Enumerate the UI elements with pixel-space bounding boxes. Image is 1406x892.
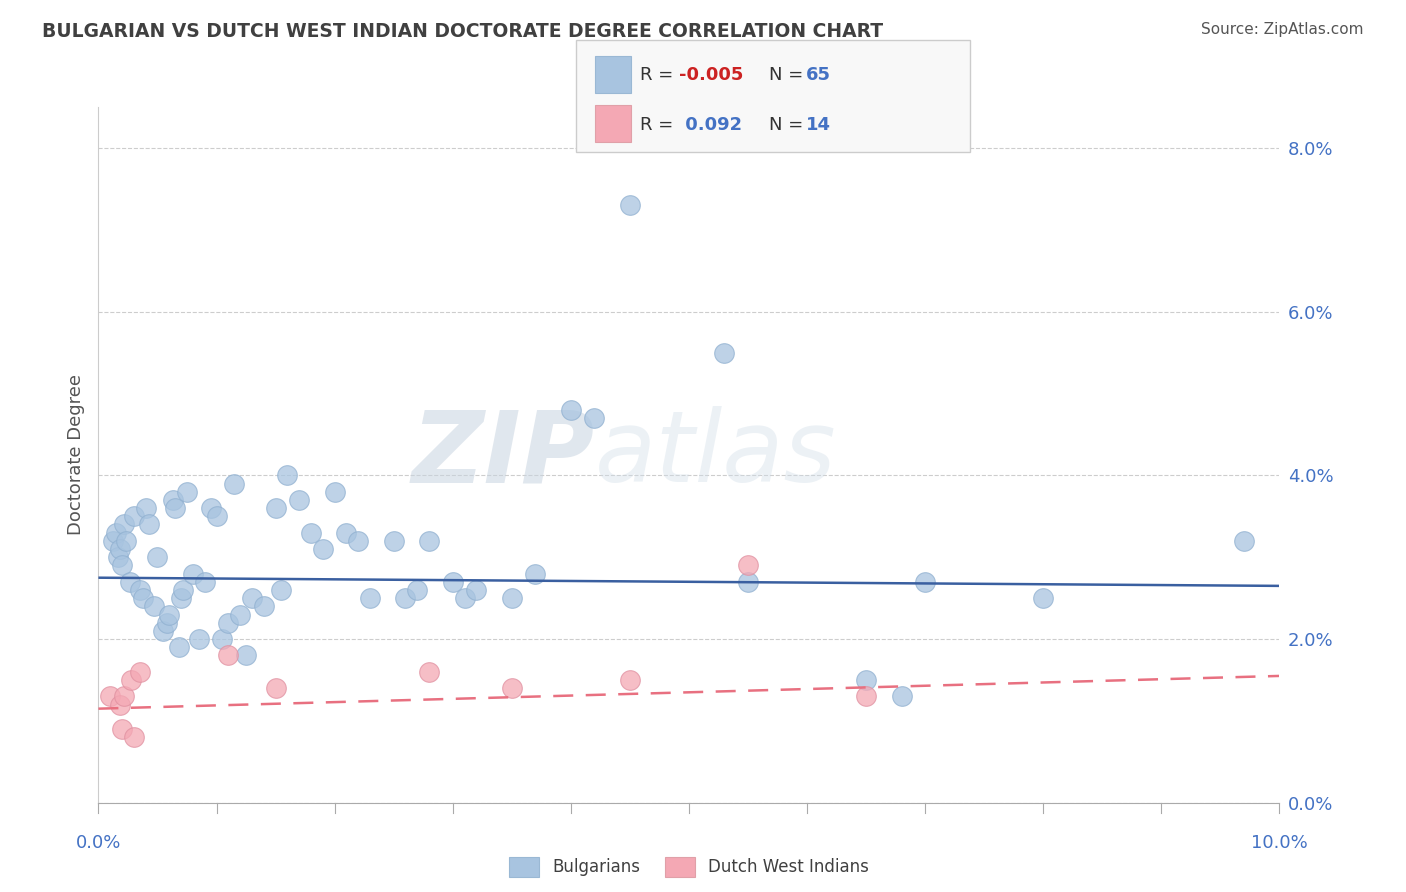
Text: atlas: atlas — [595, 407, 837, 503]
Point — [98, 690, 121, 704]
Point — [1233, 533, 1256, 548]
Point — [187, 632, 209, 646]
Point — [167, 640, 190, 655]
Point — [108, 698, 131, 712]
Point — [560, 403, 582, 417]
Point — [406, 582, 429, 597]
Point — [122, 509, 145, 524]
Point — [152, 624, 174, 638]
Text: 0.092: 0.092 — [679, 116, 742, 134]
Point — [382, 533, 405, 548]
Point — [235, 648, 257, 663]
Point — [157, 607, 180, 622]
Point — [170, 591, 193, 606]
Point — [240, 591, 263, 606]
Point — [276, 468, 298, 483]
Point — [128, 665, 150, 679]
Point — [264, 501, 287, 516]
Point — [890, 690, 912, 704]
Point — [1032, 591, 1054, 606]
Point — [418, 665, 440, 679]
Point — [165, 501, 187, 516]
Point — [323, 484, 346, 499]
Point — [524, 566, 547, 581]
Point — [111, 558, 134, 573]
Text: Source: ZipAtlas.com: Source: ZipAtlas.com — [1201, 22, 1364, 37]
Point — [288, 492, 311, 507]
Text: N =: N = — [769, 116, 808, 134]
Point — [229, 607, 252, 622]
Text: BULGARIAN VS DUTCH WEST INDIAN DOCTORATE DEGREE CORRELATION CHART: BULGARIAN VS DUTCH WEST INDIAN DOCTORATE… — [42, 22, 883, 41]
Point — [737, 558, 759, 573]
Text: 0.0%: 0.0% — [76, 834, 121, 852]
Point — [162, 492, 184, 507]
Point — [211, 632, 233, 646]
Point — [217, 648, 239, 663]
Text: N =: N = — [769, 66, 808, 85]
Text: 65: 65 — [806, 66, 831, 85]
Point — [583, 411, 606, 425]
Point — [270, 582, 292, 597]
Point — [914, 574, 936, 589]
Point — [121, 673, 143, 687]
Point — [394, 591, 416, 606]
Point — [217, 615, 239, 630]
Point — [101, 533, 124, 548]
Point — [120, 574, 142, 589]
Point — [108, 542, 131, 557]
Point — [312, 542, 335, 557]
Text: R =: R = — [640, 66, 679, 85]
Point — [418, 533, 440, 548]
Point — [176, 484, 198, 499]
Legend: Bulgarians, Dutch West Indians: Bulgarians, Dutch West Indians — [501, 849, 877, 885]
Point — [453, 591, 475, 606]
Point — [264, 681, 287, 696]
Point — [156, 615, 179, 630]
Point — [224, 476, 246, 491]
Point — [359, 591, 381, 606]
Point — [855, 673, 877, 687]
Text: ZIP: ZIP — [412, 407, 595, 503]
Point — [181, 566, 204, 581]
Point — [855, 690, 877, 704]
Point — [299, 525, 322, 540]
Point — [112, 517, 135, 532]
Point — [619, 673, 641, 687]
Text: 14: 14 — [806, 116, 831, 134]
Point — [253, 599, 276, 614]
Point — [114, 533, 136, 548]
Point — [122, 731, 145, 745]
Text: -0.005: -0.005 — [679, 66, 744, 85]
Point — [105, 525, 128, 540]
Point — [107, 550, 129, 565]
Text: 10.0%: 10.0% — [1251, 834, 1308, 852]
Text: R =: R = — [640, 116, 679, 134]
Point — [501, 591, 523, 606]
Point — [138, 517, 160, 532]
Point — [335, 525, 357, 540]
Point — [111, 722, 134, 736]
Point — [142, 599, 165, 614]
Point — [112, 690, 135, 704]
Y-axis label: Doctorate Degree: Doctorate Degree — [66, 375, 84, 535]
Point — [172, 582, 194, 597]
Point — [441, 574, 464, 589]
Point — [713, 345, 735, 359]
Point — [501, 681, 523, 696]
Point — [737, 574, 759, 589]
Point — [205, 509, 228, 524]
Point — [200, 501, 222, 516]
Point — [194, 574, 217, 589]
Point — [347, 533, 370, 548]
Point — [132, 591, 155, 606]
Point — [619, 198, 641, 212]
Point — [465, 582, 488, 597]
Point — [146, 550, 169, 565]
Point — [135, 501, 157, 516]
Point — [128, 582, 150, 597]
